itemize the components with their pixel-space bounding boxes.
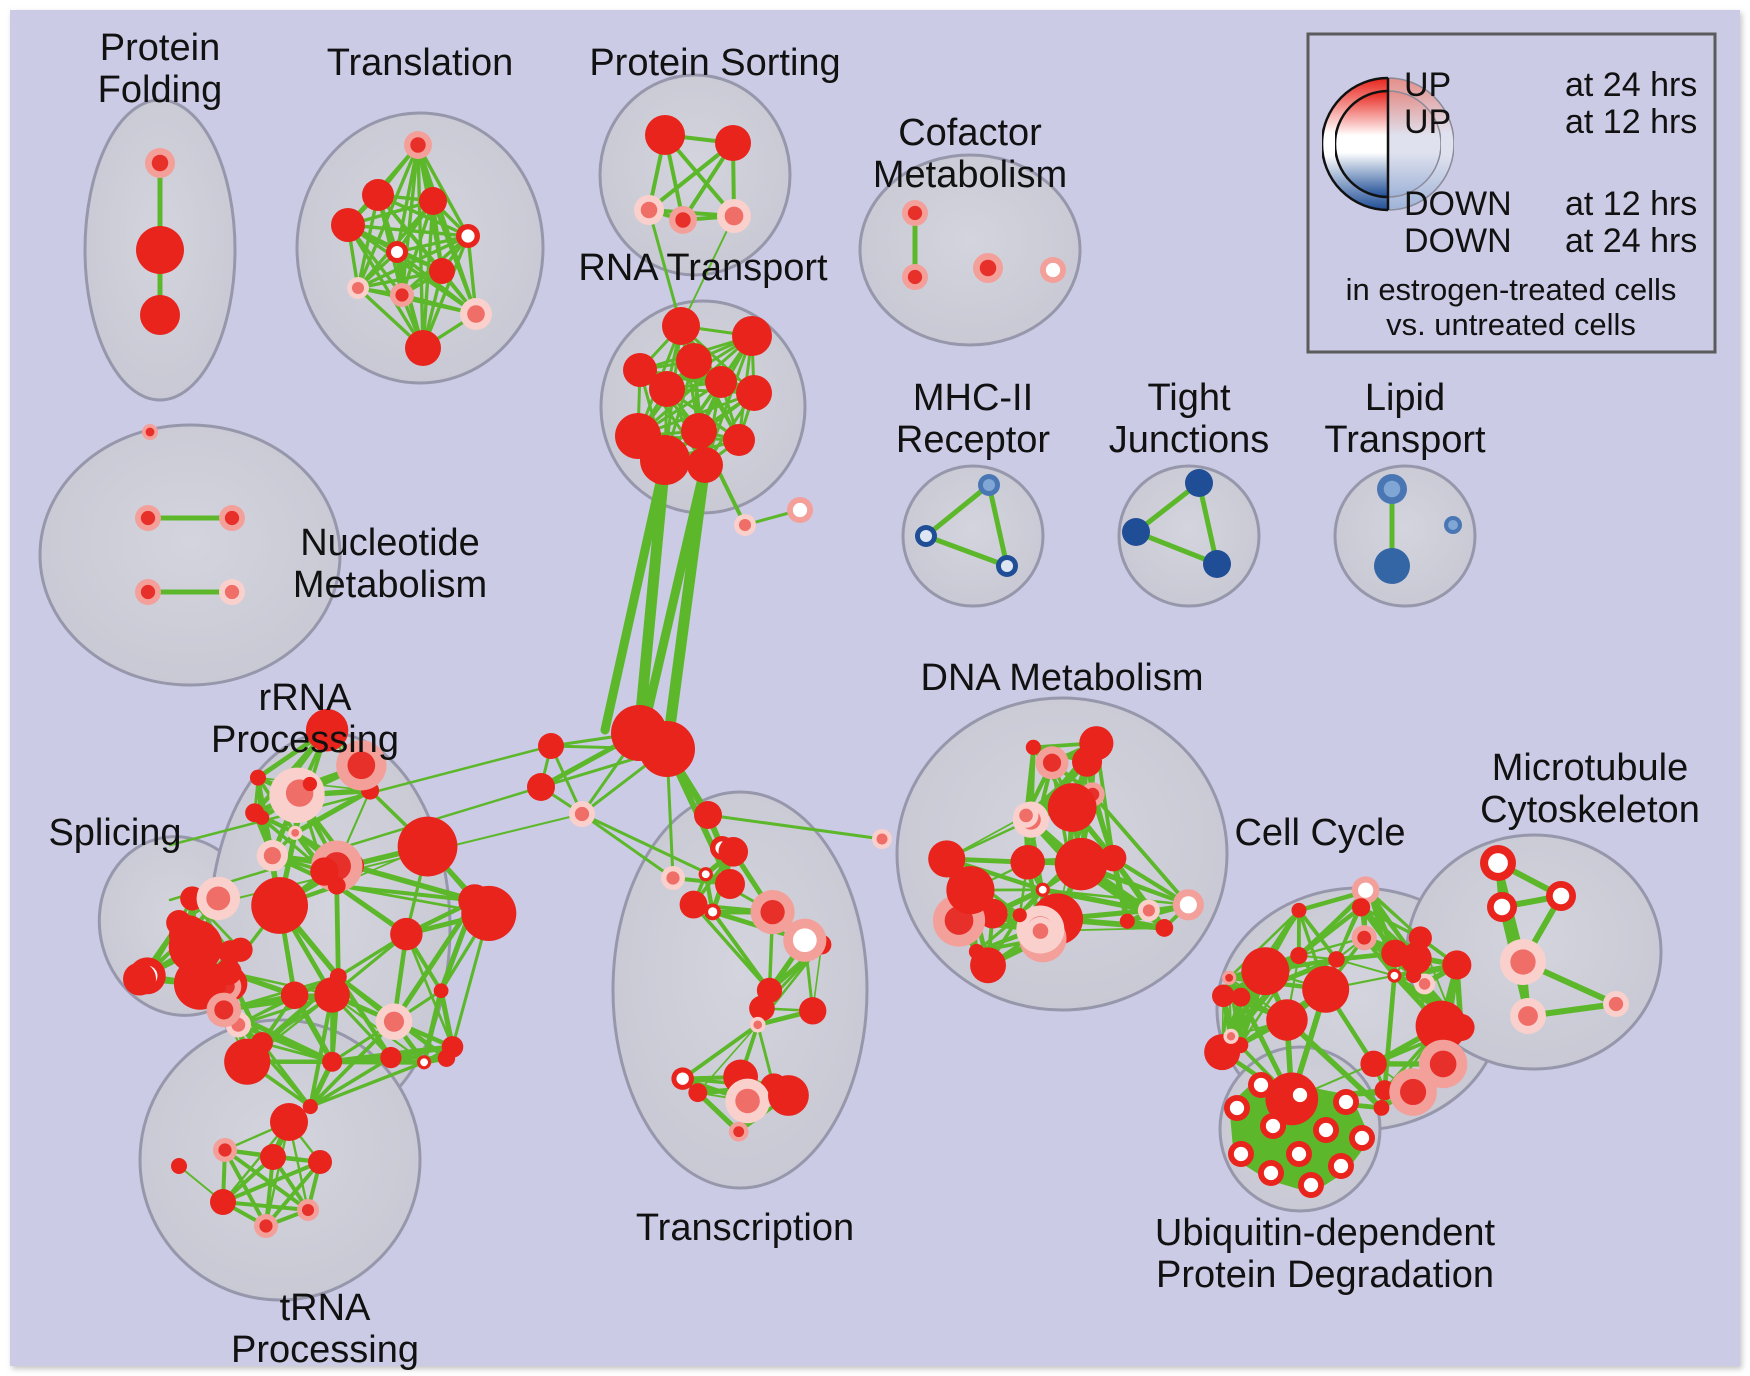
- svg-text:Processing: Processing: [231, 1329, 419, 1371]
- svg-text:Junctions: Junctions: [1109, 419, 1270, 461]
- svg-text:UP: UP: [1404, 66, 1451, 104]
- svg-text:MHC-II: MHC-II: [913, 377, 1033, 419]
- svg-text:Receptor: Receptor: [896, 419, 1051, 461]
- svg-text:Protein Sorting: Protein Sorting: [589, 42, 840, 84]
- svg-text:at 12 hrs: at 12 hrs: [1565, 185, 1697, 223]
- svg-text:Nucleotide: Nucleotide: [300, 522, 480, 564]
- svg-text:Lipid: Lipid: [1365, 377, 1445, 419]
- svg-text:vs. untreated cells: vs. untreated cells: [1386, 307, 1636, 342]
- svg-text:DOWN: DOWN: [1404, 185, 1512, 223]
- svg-text:Translation: Translation: [327, 42, 514, 84]
- svg-text:Cell Cycle: Cell Cycle: [1234, 812, 1405, 854]
- svg-text:Protein Degradation: Protein Degradation: [1156, 1254, 1494, 1296]
- svg-text:Protein: Protein: [100, 27, 220, 69]
- svg-text:Processing: Processing: [211, 719, 399, 761]
- svg-text:Ubiquitin-dependent: Ubiquitin-dependent: [1155, 1212, 1496, 1254]
- svg-text:Metabolism: Metabolism: [293, 564, 487, 606]
- svg-text:Cytoskeleton: Cytoskeleton: [1480, 789, 1700, 831]
- svg-text:RNA Transport: RNA Transport: [578, 247, 828, 289]
- svg-text:at 24 hrs: at 24 hrs: [1565, 222, 1697, 260]
- svg-text:Cofactor: Cofactor: [898, 112, 1042, 154]
- svg-text:tRNA: tRNA: [280, 1287, 371, 1329]
- svg-text:at 24 hrs: at 24 hrs: [1565, 66, 1697, 104]
- svg-text:Microtubule: Microtubule: [1492, 747, 1688, 789]
- svg-text:Folding: Folding: [98, 69, 223, 111]
- svg-text:Transcription: Transcription: [636, 1207, 854, 1249]
- svg-text:Tight: Tight: [1147, 377, 1231, 419]
- svg-text:at 12 hrs: at 12 hrs: [1565, 103, 1697, 141]
- svg-text:in estrogen-treated cells: in estrogen-treated cells: [1346, 272, 1677, 307]
- svg-text:Metabolism: Metabolism: [873, 154, 1067, 196]
- svg-text:Splicing: Splicing: [48, 812, 181, 854]
- svg-text:UP: UP: [1404, 103, 1451, 141]
- svg-text:Transport: Transport: [1324, 419, 1486, 461]
- svg-text:rRNA: rRNA: [259, 677, 353, 719]
- svg-text:DNA Metabolism: DNA Metabolism: [921, 657, 1204, 699]
- svg-text:DOWN: DOWN: [1404, 222, 1512, 260]
